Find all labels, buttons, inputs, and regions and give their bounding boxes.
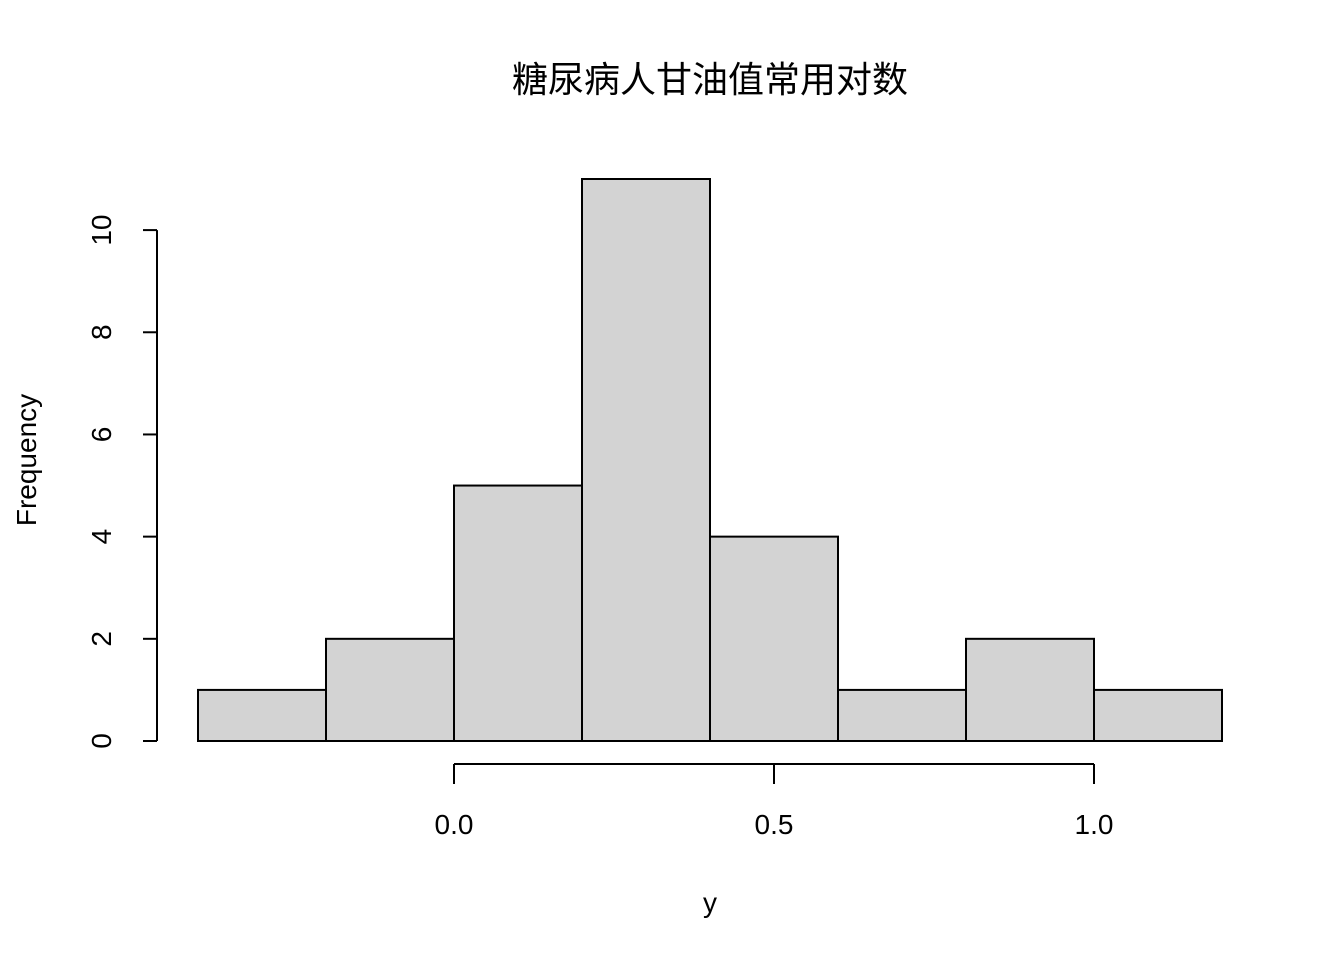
histogram-bar-7 (965, 637, 1095, 742)
y-tick-label-0: 0 (86, 733, 117, 749)
y-axis: 0 2 4 6 8 10 (86, 215, 158, 749)
histogram-bar-3 (453, 484, 583, 742)
chart-title: 糖尿病人甘油值常用对数 (512, 60, 908, 101)
x-tick-label-0.5: 0.5 (755, 809, 794, 840)
histogram-bar-5 (709, 535, 839, 742)
y-tick-label-4: 4 (86, 529, 117, 545)
x-axis: 0.0 0.5 1.0 (435, 763, 1114, 840)
histogram-bar-4 (581, 178, 711, 742)
y-axis-title: Frequency (11, 394, 42, 526)
y-tick-label-2: 2 (86, 631, 117, 647)
histogram-bar-1 (197, 688, 327, 743)
x-tick-label-1.0: 1.0 (1075, 809, 1114, 840)
x-axis-title: y (703, 887, 717, 918)
x-tick-label-0.0: 0.0 (435, 809, 474, 840)
bars-group (197, 178, 1223, 743)
histogram-bar-2 (325, 637, 455, 742)
histogram-bar-6 (837, 688, 967, 743)
y-tick-label-6: 6 (86, 427, 117, 443)
y-tick-label-10: 10 (86, 215, 117, 246)
y-tick-label-8: 8 (86, 324, 117, 340)
histogram-bar-8 (1093, 688, 1223, 743)
